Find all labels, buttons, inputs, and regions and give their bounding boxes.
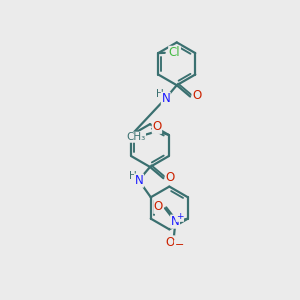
Text: O: O: [192, 89, 201, 102]
Text: N: N: [161, 92, 170, 105]
Text: O: O: [152, 120, 162, 133]
Text: N: N: [135, 174, 143, 187]
Text: +: +: [176, 212, 184, 221]
Text: N: N: [171, 215, 179, 228]
Text: O: O: [165, 171, 175, 184]
Text: CH₃: CH₃: [126, 132, 146, 142]
Text: H: H: [130, 171, 137, 181]
Text: O: O: [154, 200, 163, 213]
Text: −: −: [175, 240, 184, 250]
Text: Cl: Cl: [169, 46, 180, 59]
Text: O: O: [166, 236, 175, 249]
Text: H: H: [156, 89, 164, 99]
